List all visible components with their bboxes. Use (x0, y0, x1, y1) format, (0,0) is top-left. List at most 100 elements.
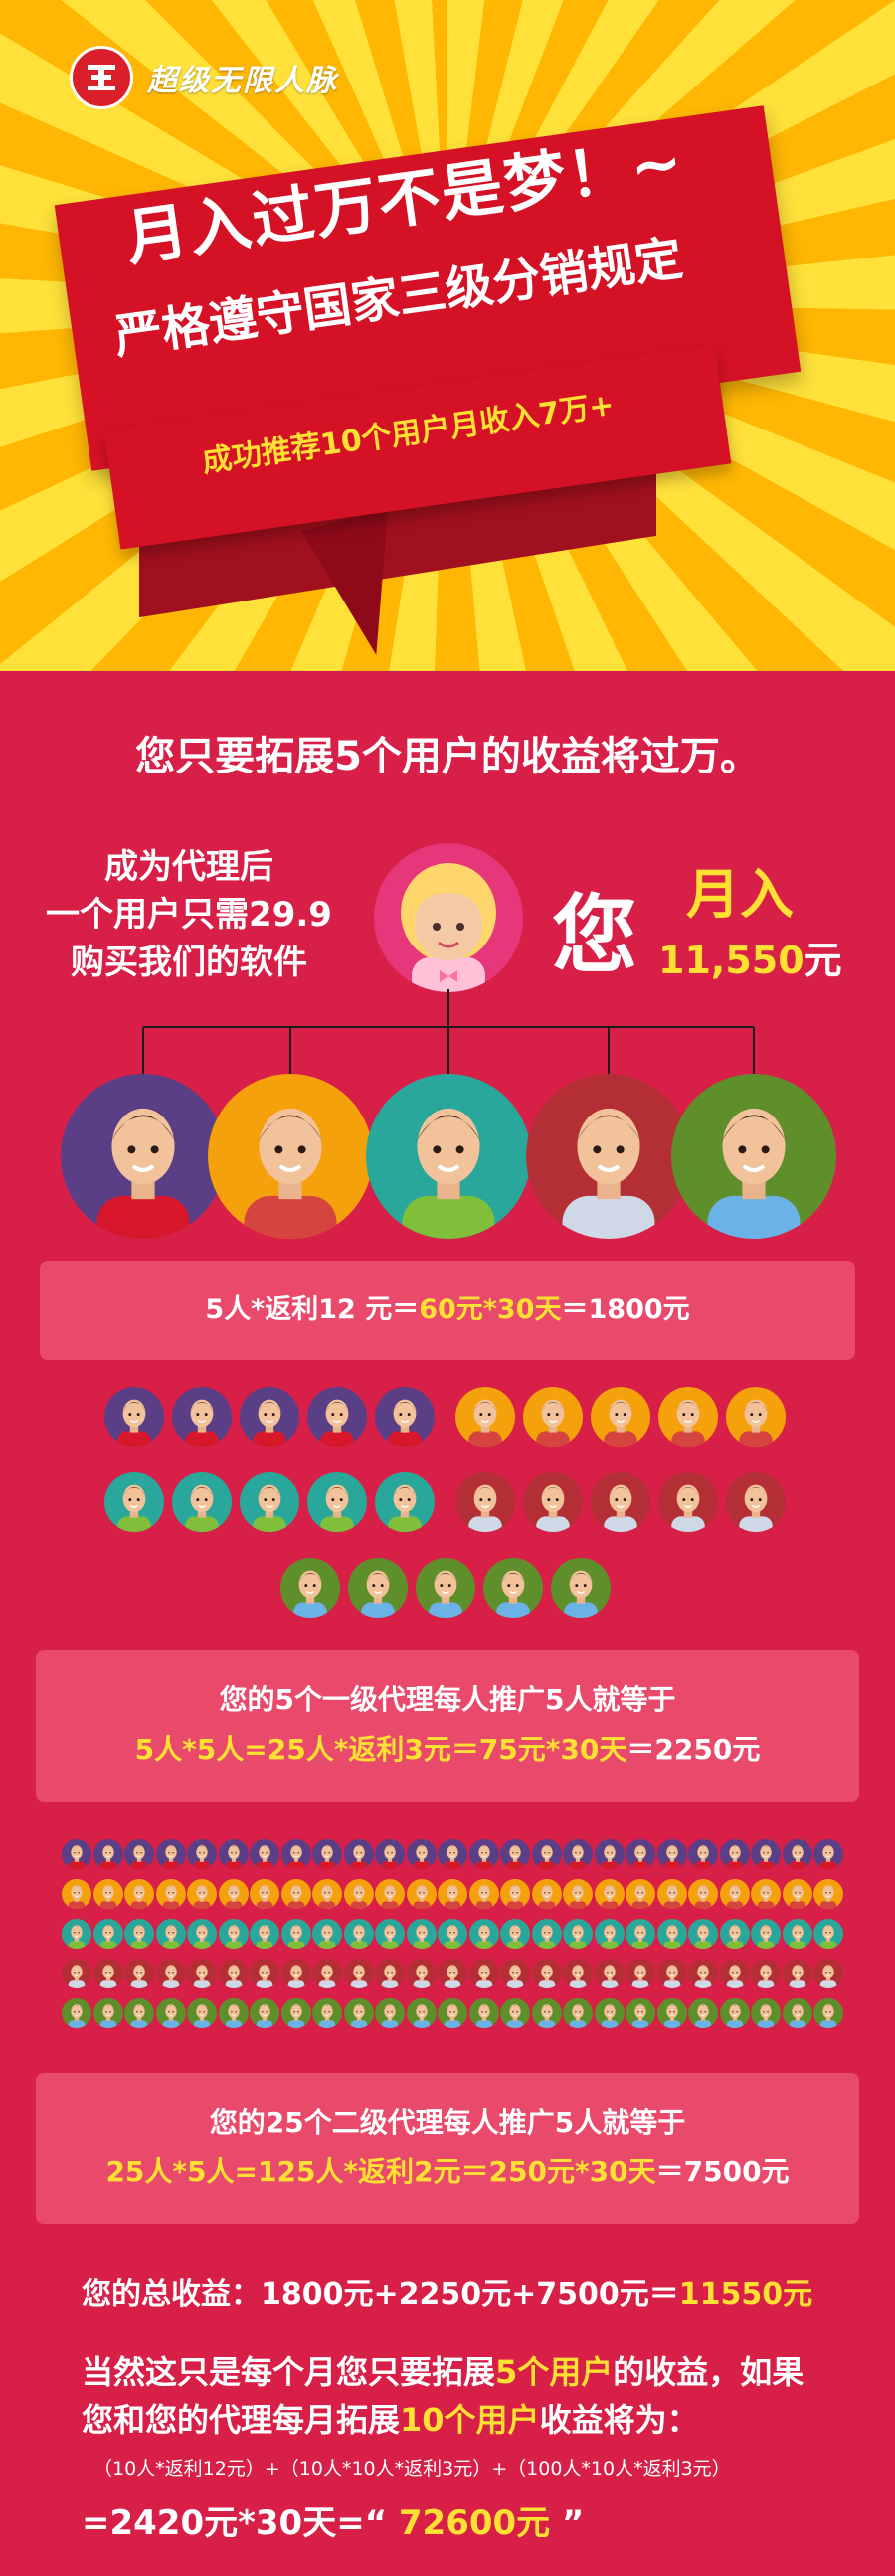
avatar-icon (563, 1879, 593, 1909)
extension-paragraph: 当然这只是每个月您只要拓展5个用户的收益，如果 您和您的代理每月拓展10个用户收… (82, 2348, 857, 2444)
avatar-icon (563, 1839, 593, 1869)
avatar-icon (751, 1959, 781, 1988)
avatar-icon (187, 1879, 217, 1909)
you-label: 您 (552, 886, 637, 985)
avatar-icon (348, 1558, 408, 1618)
avatar-icon (813, 1998, 843, 2028)
avatar-icon (172, 1387, 232, 1447)
avatar-icon (751, 1839, 781, 1869)
avatar-icon (594, 1839, 625, 1869)
avatar-icon (218, 1959, 249, 1988)
para-text: 的收益，如果 (613, 2353, 805, 2391)
avatar-icon (155, 1959, 186, 1988)
avatar-icon (155, 1919, 186, 1949)
total-formula: 1800元+2250元+7500元＝ (261, 2277, 679, 2312)
avatar-icon (375, 1839, 405, 1869)
avatar-icon (626, 1959, 655, 1988)
avatar-icon (688, 1879, 718, 1909)
section-title: 您只要拓展5个用户的收益将过万。 (135, 734, 760, 779)
avatar-icon (92, 1919, 123, 1949)
avatar-icon (726, 1472, 786, 1532)
avatar-icon (62, 1839, 91, 1869)
level1-box: 5人*返利12 元＝60元*30天＝1800元 (40, 1261, 855, 1360)
avatar-icon (307, 1387, 367, 1447)
month-income-amount: 11,550 (658, 939, 805, 982)
avatar-icon (594, 1879, 625, 1909)
level2-formula-b: ＝2250元 (626, 1733, 761, 1766)
avatar-icon (343, 1879, 374, 1909)
avatar-icon (92, 1879, 123, 1909)
avatar-icon (343, 1919, 374, 1949)
avatar-icon (312, 1919, 342, 1949)
avatar-icon (719, 1879, 750, 1909)
para-text: 当然这只是每个月您只要拓展 (82, 2353, 496, 2391)
avatar-icon (375, 1998, 405, 2028)
avatar-icon (124, 1879, 154, 1909)
avatar-icon (250, 1998, 279, 2028)
avatar-icon (500, 1998, 530, 2028)
avatar-icon (658, 1472, 718, 1532)
avatar-icon (104, 1387, 164, 1447)
avatar-icon (468, 1839, 499, 1869)
avatar-icon (208, 1074, 373, 1239)
level3-formula-a: 25人*5人=125人*返利2元＝250元*30天 (105, 2155, 656, 2188)
agent-note-line: 购买我们的软件 (71, 943, 307, 982)
avatar-icon (594, 1998, 625, 2028)
avatar-icon (62, 1919, 91, 1949)
avatar-icon (438, 1919, 467, 1949)
avatar-icon (406, 1959, 437, 1988)
avatar-icon (312, 1998, 342, 2028)
avatar-icon (124, 1839, 154, 1869)
avatar-icon (531, 1959, 562, 1988)
avatar-icon (688, 1959, 718, 1988)
avatar-icon (591, 1387, 650, 1447)
level2-formula-a: 5人*5人=25人*返利3元＝75元*30天 (134, 1733, 627, 1766)
avatar-icon (280, 1959, 311, 1988)
avatar-icon (468, 1959, 499, 1988)
level3-formula-b: ＝7500元 (655, 2155, 790, 2188)
avatar-icon (455, 1387, 515, 1447)
avatar-icon (375, 1472, 435, 1532)
avatar-icon (343, 1959, 374, 1988)
brand-logo: 超级无限人脉 (70, 46, 338, 109)
avatar-icon (626, 1839, 655, 1869)
avatar-icon (438, 1839, 467, 1869)
level3-avatars (0, 1839, 895, 2038)
avatar-icon (455, 1472, 515, 1532)
avatar-icon (531, 1879, 562, 1909)
avatar-icon (813, 1919, 843, 1949)
avatar-icon (563, 1919, 593, 1949)
referral-tree-lines (142, 989, 755, 1077)
avatar-icon (280, 1998, 311, 2028)
avatar-icon (591, 1472, 650, 1532)
avatar-icon (688, 1998, 718, 2028)
avatar-icon (240, 1387, 299, 1447)
avatar-icon (782, 1959, 812, 1988)
para-text: 收益将为： (539, 2401, 699, 2439)
avatar-icon (92, 1998, 123, 2028)
avatar-icon (62, 1879, 91, 1909)
logo-seal-icon (70, 46, 133, 109)
avatar-icon (751, 1879, 781, 1909)
avatar-icon (658, 1387, 718, 1447)
avatar-icon (155, 1998, 186, 2028)
avatar-icon (218, 1839, 249, 1869)
avatar-icon (406, 1879, 437, 1909)
total-income: 您的总收益：1800元+2250元+7500元＝11550元 (82, 2269, 812, 2313)
avatar-icon (626, 1919, 655, 1949)
avatar-icon (250, 1879, 279, 1909)
avatar-icon (406, 1839, 437, 1869)
you-avatar (374, 843, 523, 992)
level3-line1: 您的25个二级代理每人推广5人就等于 (209, 2106, 686, 2139)
avatar-icon (688, 1839, 718, 1869)
level1-formula-c: ＝1800元 (561, 1294, 690, 1325)
avatar-icon (218, 1879, 249, 1909)
avatar-icon (782, 1879, 812, 1909)
result-suffix: ” (562, 2503, 585, 2543)
avatar-icon (187, 1998, 217, 2028)
avatar-icon (280, 1919, 311, 1949)
avatar-icon (250, 1959, 279, 1988)
avatar-icon (656, 1919, 687, 1949)
level1-formula-b: 60元*30天 (419, 1294, 562, 1325)
avatar-icon (656, 1839, 687, 1869)
